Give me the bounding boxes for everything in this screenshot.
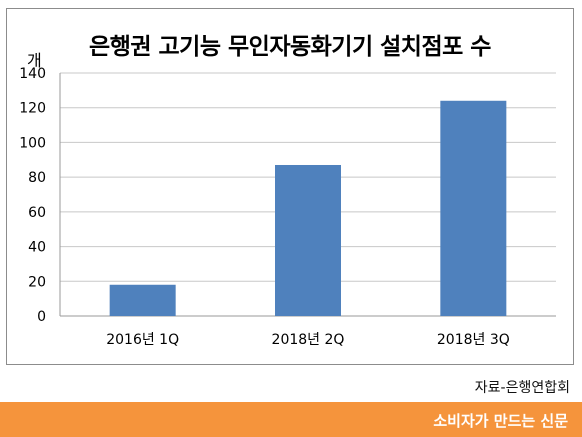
source-note: 자료-은행연합회 bbox=[474, 380, 570, 396]
x-tick-label: 2016년 1Q bbox=[106, 332, 179, 348]
y-unit-label: 개 bbox=[27, 51, 42, 70]
footer-label: 소비자가 만드는 신문 bbox=[433, 412, 568, 430]
bar bbox=[109, 284, 176, 316]
bar bbox=[440, 100, 507, 317]
y-tick-label: 0 bbox=[37, 309, 46, 325]
y-tick-label: 40 bbox=[28, 240, 46, 256]
x-tick-label: 2018년 2Q bbox=[272, 332, 345, 348]
y-tick-label: 120 bbox=[19, 101, 46, 117]
y-tick-label: 140 bbox=[19, 66, 46, 82]
x-tick-label: 2018년 3Q bbox=[437, 332, 510, 348]
chart-title: 은행권 고기능 무인자동화기기 설치점포 수 bbox=[89, 34, 491, 60]
footer-bar: 소비자가 만드는 신문 bbox=[0, 402, 582, 437]
y-tick-label: 60 bbox=[28, 205, 46, 221]
y-tick-label: 100 bbox=[19, 135, 46, 151]
y-tick-label: 20 bbox=[28, 274, 46, 290]
y-tick-label: 80 bbox=[28, 170, 46, 186]
bar bbox=[275, 164, 341, 316]
